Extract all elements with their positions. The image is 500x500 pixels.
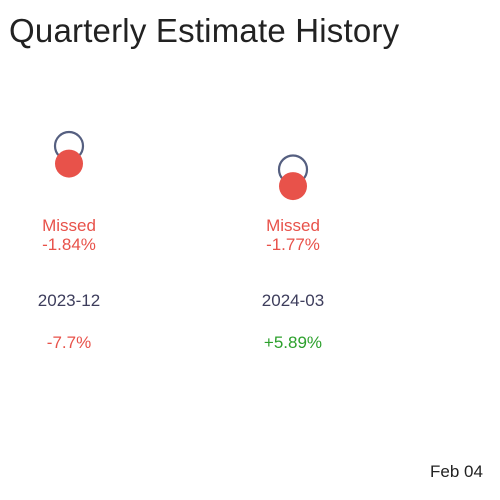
result-status: Missed <box>266 216 320 235</box>
change-label: -7.7% <box>46 333 92 352</box>
result-surprise: - <box>447 235 500 254</box>
period-label: 2023-12 <box>37 291 101 310</box>
result-status: M <box>447 216 500 235</box>
result-label: Missed -1.77% <box>223 216 363 254</box>
result-surprise: -1.84% <box>42 235 96 254</box>
change-label: -2 <box>447 333 500 353</box>
actual-point <box>279 172 307 201</box>
change-label: +5.89% <box>263 333 323 352</box>
result-label: M- <box>447 216 500 254</box>
chart-title: nue Quarterly Estimate History <box>0 12 400 49</box>
period-label: 20 <box>447 291 500 311</box>
footer-date: Feb 04 <box>430 462 483 481</box>
result-label: Missed -1.84% <box>0 216 139 254</box>
marks-group <box>53 130 309 201</box>
result-status: Missed <box>42 216 96 235</box>
result-surprise: -1.77% <box>266 235 320 254</box>
period-label: 2024-03 <box>261 291 325 310</box>
actual-point <box>55 149 83 178</box>
